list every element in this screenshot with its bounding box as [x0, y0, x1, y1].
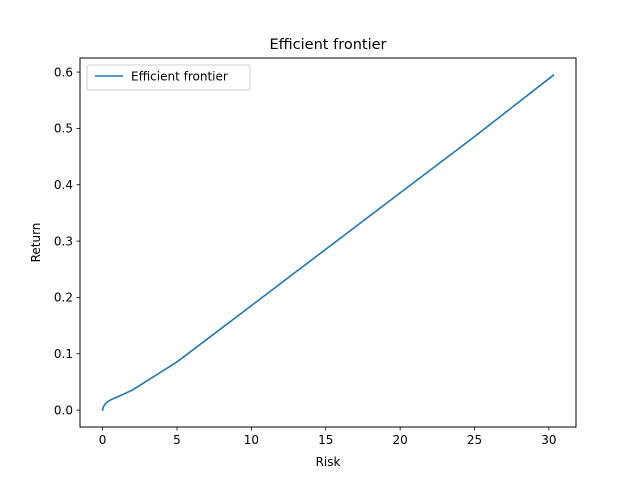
legend-box	[86, 64, 251, 91]
legend-label: Efficient frontier	[131, 70, 228, 84]
x-tick-label: 10	[244, 433, 259, 447]
x-tick-label: 25	[467, 433, 482, 447]
y-tick-label: 0.5	[54, 122, 73, 136]
x-tick-label: 15	[318, 433, 333, 447]
y-axis-label: Return	[29, 223, 43, 263]
legend: Efficient frontier	[86, 64, 251, 91]
axes-frame	[79, 57, 577, 428]
y-tick-label: 0.4	[54, 178, 73, 192]
series-line-efficient-frontier	[101, 74, 555, 412]
y-axis: 0.0 0.1 0.2 0.3 0.4 0.5 0.6	[54, 65, 80, 417]
chart-title: Efficient frontier	[270, 37, 387, 53]
x-axis: 0 5 10 15 20 25 30	[99, 427, 557, 447]
y-tick-label: 0.3	[54, 234, 73, 248]
y-tick-label: 0.0	[54, 403, 73, 417]
x-tick-label: 20	[393, 433, 408, 447]
x-tick-label: 30	[541, 433, 556, 447]
x-tick-label: 0	[99, 433, 107, 447]
y-tick-label: 0.1	[54, 347, 73, 361]
x-tick-label: 5	[173, 433, 181, 447]
y-tick-label: 0.2	[54, 291, 73, 305]
y-tick-label: 0.6	[54, 65, 73, 79]
plot-area	[101, 74, 555, 412]
x-axis-label: Risk	[316, 455, 341, 469]
